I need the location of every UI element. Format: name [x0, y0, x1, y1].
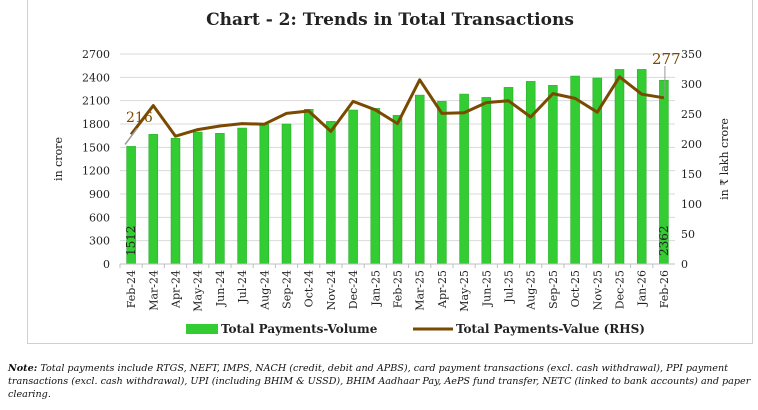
- y-tick-label: 1500: [82, 141, 110, 154]
- y-tick-label: 0: [103, 258, 110, 271]
- bar: [636, 69, 647, 265]
- y-tick-label: 300: [89, 235, 110, 248]
- bar: [503, 87, 514, 265]
- y-axis-label: in crore: [52, 137, 65, 181]
- y-tick-label: 2100: [82, 95, 110, 108]
- footnote: Note: Total payments include RTGS, NEFT,…: [8, 362, 753, 401]
- x-tick-label: May-25: [458, 270, 471, 312]
- data-label-last-line: 277: [652, 50, 681, 68]
- legend-label-value: Total Payments-Value (RHS): [456, 322, 645, 336]
- bar: [303, 109, 314, 265]
- y2-tick-label: 150: [681, 168, 702, 181]
- chart-frame: [27, 0, 753, 344]
- y2-tick-label: 50: [681, 228, 695, 241]
- x-tick-label: Apr-24: [170, 270, 183, 309]
- data-label-first-bar: 1512: [124, 225, 138, 256]
- x-tick-label: Feb-24: [125, 270, 138, 308]
- y2-tick-label: 100: [681, 198, 702, 211]
- y2-tick-label: 250: [681, 108, 702, 121]
- x-tick-label: Oct-25: [569, 270, 582, 307]
- note-text: Total payments include RTGS, NEFT, IMPS,…: [8, 363, 751, 400]
- x-tick-label: Mar-25: [414, 270, 427, 311]
- bar: [525, 81, 536, 265]
- bar: [437, 101, 447, 265]
- x-tick-label: Jun-25: [480, 270, 493, 307]
- y-tick-label: 1200: [82, 165, 110, 178]
- bar: [148, 134, 159, 265]
- x-tick-label: Jul-24: [236, 270, 249, 304]
- x-tick-label: Jan-26: [636, 270, 649, 307]
- note-label: Note:: [8, 363, 38, 374]
- x-tick-label: Aug-24: [258, 270, 271, 311]
- x-tick-label: Nov-24: [325, 270, 338, 310]
- y2-axis-label: in ₹ lakh crore: [718, 118, 731, 200]
- bar: [459, 93, 469, 265]
- bar: [215, 133, 225, 265]
- data-label-last-bar: 2362: [657, 225, 671, 256]
- y-tick-label: 2700: [82, 48, 110, 61]
- bar: [614, 69, 625, 265]
- bar: [259, 124, 270, 265]
- x-tick-label: Oct-24: [303, 270, 316, 307]
- bar: [326, 121, 336, 265]
- x-tick-label: Dec-24: [347, 270, 360, 309]
- y-tick-label: 2400: [82, 71, 110, 84]
- bar: [548, 85, 558, 265]
- y2-tick-label: 300: [681, 78, 702, 91]
- x-tick-label: Feb-26: [658, 270, 671, 308]
- y-tick-label: 900: [89, 188, 110, 201]
- x-tick-label: Jan-25: [369, 270, 382, 307]
- bar: [192, 131, 203, 265]
- bar: [281, 123, 292, 265]
- x-tick-label: Dec-25: [614, 270, 627, 309]
- legend-swatch-volume: [186, 324, 218, 334]
- y-tick-label: 600: [89, 211, 110, 224]
- x-tick-label: Sep-24: [281, 270, 294, 309]
- x-tick-label: May-24: [192, 270, 205, 312]
- legend-label-volume: Total Payments-Volume: [221, 322, 378, 336]
- x-tick-label: Mar-24: [147, 270, 160, 311]
- y-tick-label: 1800: [82, 118, 110, 131]
- y2-tick-label: 0: [681, 258, 688, 271]
- bar: [170, 138, 181, 265]
- chart-title: Chart - 2: Trends in Total Transactions: [206, 10, 574, 30]
- data-label-first-line: 216: [126, 110, 153, 126]
- x-tick-label: Jul-25: [503, 270, 516, 304]
- leader-line: [124, 127, 138, 145]
- bar: [392, 115, 403, 265]
- x-tick-label: Sep-25: [547, 270, 560, 309]
- x-tick-label: Apr-25: [436, 270, 449, 309]
- x-tick-label: Nov-25: [591, 270, 604, 310]
- x-tick-label: Jun-24: [214, 270, 227, 307]
- bar: [570, 75, 580, 265]
- y2-tick-label: 200: [681, 138, 702, 151]
- combo-chart: Chart - 2: Trends in Total Transactions …: [52, 10, 731, 336]
- x-tick-label: Feb-25: [392, 270, 405, 308]
- bar: [414, 94, 425, 265]
- bar: [348, 109, 358, 265]
- y2-tick-label: 350: [681, 48, 702, 61]
- bar: [237, 127, 247, 265]
- x-tick-label: Aug-25: [525, 270, 538, 311]
- bar: [370, 108, 381, 265]
- bar: [481, 97, 492, 265]
